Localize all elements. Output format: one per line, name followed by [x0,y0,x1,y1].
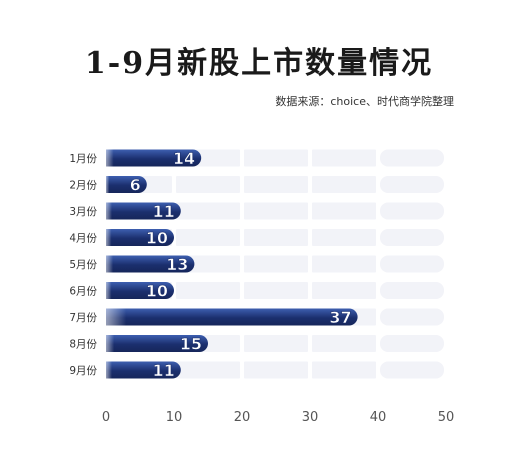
bar [106,202,181,220]
bar-track-segment [244,176,308,193]
bar-track-segment [380,255,444,273]
category-label: 4月份 [69,233,97,245]
bar [106,149,202,167]
bar-track-segment [312,202,376,220]
bar-highlight [106,335,208,352]
bar-highlight [106,202,181,220]
bar-track-segment [176,361,240,379]
bar-track-segment [244,282,308,299]
bar-track-segment [176,229,240,246]
bar-track-segment [176,176,240,193]
bar-track-segment [380,229,444,246]
chart-title: 1-9月新股上市数量情况 [84,46,434,81]
bar-track-segment [312,176,376,193]
bar-track-segment [176,202,240,220]
bar-track-segment [244,361,308,379]
bar-track-segment [312,229,376,246]
x-tick-label: 30 [302,410,319,425]
bar-track-segment [380,282,444,299]
x-tick-label: 20 [234,410,251,425]
bar-value-label: 37 [329,308,351,327]
bar-track-segment [244,335,308,352]
bar-highlight [106,176,147,193]
x-tick-label: 10 [166,410,183,425]
bar-track-segment [312,255,376,273]
bar-highlight [106,308,358,326]
bar-track-segment [244,255,308,273]
chart-source-note: 数据来源：choice、时代商学院整理 [275,95,454,108]
bar-track-segment [380,335,444,352]
bar [106,308,358,326]
bar-highlight [106,282,174,299]
bar-value-label: 14 [173,149,195,168]
category-label: 1月份 [69,153,97,165]
category-label: 3月份 [69,206,97,218]
category-label: 2月份 [69,180,97,192]
category-label: 8月份 [69,339,97,351]
x-tick-label: 50 [438,410,455,425]
bar-track-segment [380,361,444,379]
bar [106,361,181,379]
bar-track-segment [312,335,376,352]
category-label: 6月份 [69,286,97,298]
bar-track-segment [380,202,444,220]
bar-highlight [106,229,174,246]
category-label: 9月份 [69,365,97,377]
bar [106,229,174,246]
bar-value-label: 13 [166,255,188,274]
bar-track-segment [312,149,376,167]
bar-track-segment [312,282,376,299]
bar [106,176,147,193]
bar-value-label: 6 [130,176,141,195]
bar-value-label: 10 [146,282,168,301]
bar-track-segment [176,282,240,299]
x-tick-label: 0 [102,410,110,425]
x-tick-label: 40 [370,410,387,425]
bar-track-segment [312,361,376,379]
bar [106,255,195,273]
bar-track-segment [244,229,308,246]
category-label: 7月份 [69,312,97,324]
bar-highlight [106,255,195,273]
category-label: 5月份 [69,259,97,271]
bar-value-label: 11 [153,361,175,380]
bar-value-label: 11 [153,202,175,221]
bar-value-label: 15 [180,335,202,354]
bar [106,335,208,352]
bar-track-segment [380,149,444,167]
bar-track-segment [380,176,444,193]
bar-track-segment [244,149,308,167]
bar-value-label: 10 [146,229,168,248]
bar-highlight [106,149,202,167]
bar-track-segment [244,202,308,220]
bar [106,282,174,299]
bar-highlight [106,361,181,379]
bar-track-segment [380,308,444,326]
